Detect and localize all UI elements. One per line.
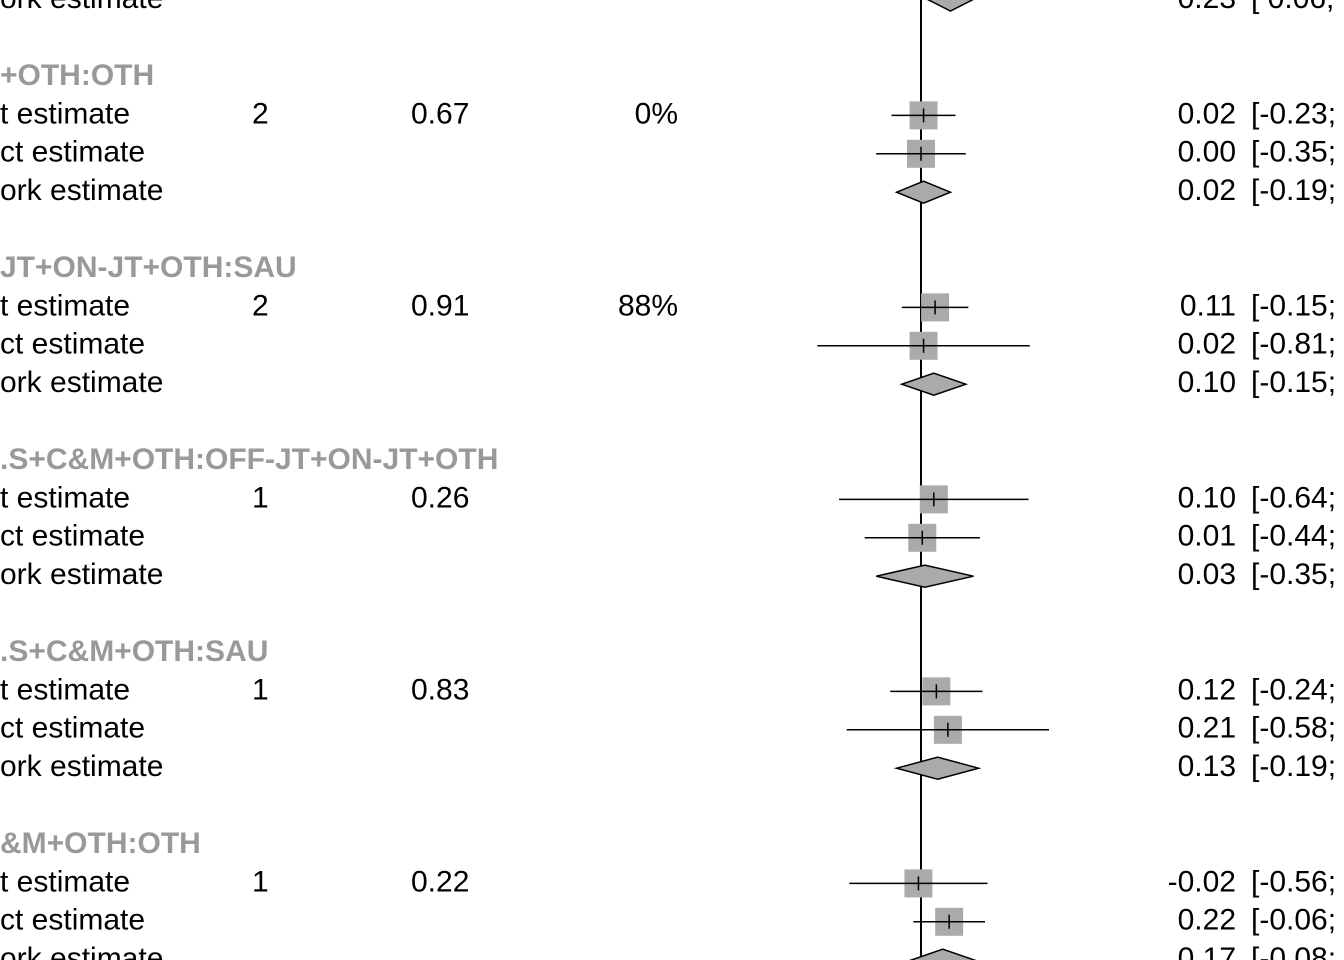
group-5-row-1-ci-value: [-0.56; — [1251, 865, 1336, 898]
group-5-k-value: 1 — [252, 865, 269, 898]
group-2-row-3-ci-value: [-0.15; — [1251, 366, 1336, 399]
group-2-row-3-estimate-value: 0.10 — [1178, 366, 1236, 399]
group-4-row-3-estimate-value: 0.13 — [1178, 750, 1236, 783]
group-2-row-3-label: ork estimate — [0, 366, 163, 399]
group-4-row-3-diamond — [893, 756, 982, 780]
group-4-p-value: 0.83 — [411, 673, 469, 706]
group-2-header: JT+ON-JT+OTH:SAU — [0, 251, 297, 284]
group-5-row-2-estimate-value: 0.22 — [1178, 904, 1236, 937]
group-2-row-1-ci-value: [-0.15; — [1251, 289, 1336, 322]
group-3-row-2-estimate-value: 0.01 — [1178, 520, 1236, 553]
group-5-row-2-ci-value: [-0.06; — [1251, 904, 1336, 937]
group-3-row-1-estimate-value: 0.10 — [1178, 481, 1236, 514]
group-4-row-1-ci-value: [-0.24; — [1251, 673, 1336, 706]
group-4-row-3-ci-value: [-0.19; — [1251, 750, 1336, 783]
group-1-k-value: 2 — [252, 97, 269, 130]
group-1-row-2-label: ct estimate — [0, 136, 145, 169]
group-3-p-value: 0.26 — [411, 481, 469, 514]
top-fragment-diamond — [927, 0, 974, 12]
group-2-row-2-label: ct estimate — [0, 328, 145, 361]
group-3-row-3-ci-value: [-0.35; — [1251, 558, 1336, 591]
group-3-row-3-label: ork estimate — [0, 558, 163, 591]
group-1-i2-value: 0% — [635, 97, 678, 130]
group-5-p-value: 0.22 — [411, 865, 469, 898]
group-1-row-1-ci-value: [-0.23; — [1251, 97, 1336, 130]
group-2-row-2-estimate-value: 0.02 — [1178, 328, 1236, 361]
group-4-row-2-ci-value: [-0.58; — [1251, 712, 1336, 745]
group-2-row-3-diamond — [899, 372, 969, 396]
group-4-row-2-estimate-value: 0.21 — [1178, 712, 1236, 745]
group-1-row-1-estimate-value: 0.02 — [1178, 97, 1236, 130]
group-1-row-3-label: ork estimate — [0, 174, 163, 207]
group-3-row-2-ci-value: [-0.44; — [1251, 520, 1336, 553]
group-5-row-3-label: ork estimate — [0, 942, 163, 960]
group-5-row-3-diamond — [909, 948, 977, 960]
group-3-row-3-diamond — [876, 564, 974, 588]
group-3-row-1-label: t estimate — [0, 481, 130, 514]
group-1-row-1-label: t estimate — [0, 97, 130, 130]
group-5-row-1-label: t estimate — [0, 865, 130, 898]
top-fragment-ci-value: [ 0.06; — [1251, 0, 1334, 15]
group-5-row-1-estimate-value: -0.02 — [1168, 865, 1236, 898]
group-3-header: .S+C&M+OTH:OFF-JT+ON-JT+OTH — [0, 443, 498, 476]
group-2-row-1-label: t estimate — [0, 289, 130, 322]
group-2-row-2-ci-value: [-0.81; — [1251, 328, 1336, 361]
top-fragment-label: ork estimate — [0, 0, 163, 15]
group-4-row-1-estimate-value: 0.12 — [1178, 673, 1236, 706]
group-3-k-value: 1 — [252, 481, 269, 514]
group-1-header: +OTH:OTH — [0, 59, 154, 92]
group-5-row-3-ci-value: [-0.08; — [1251, 942, 1336, 960]
group-4-header: .S+C&M+OTH:SAU — [0, 635, 268, 668]
group-1-row-3-estimate-value: 0.02 — [1178, 174, 1236, 207]
group-1-row-3-diamond — [894, 180, 953, 205]
group-4-row-3-label: ork estimate — [0, 750, 163, 783]
group-4-row-2-label: ct estimate — [0, 712, 145, 745]
group-1-row-3-ci-value: [-0.19; — [1251, 174, 1336, 207]
group-4-row-1-label: t estimate — [0, 673, 130, 706]
group-1-p-value: 0.67 — [411, 97, 469, 130]
group-5-row-3-estimate-value: 0.17 — [1178, 942, 1236, 960]
group-3-row-1-ci-value: [-0.64; — [1251, 481, 1336, 514]
group-1-row-2-ci-value: [-0.35; — [1251, 136, 1336, 169]
group-1-row-2-estimate-value: 0.00 — [1178, 136, 1236, 169]
group-3-row-3-estimate-value: 0.03 — [1178, 558, 1236, 591]
group-5-row-2-label: ct estimate — [0, 904, 145, 937]
group-2-row-1-estimate-value: 0.11 — [1180, 289, 1236, 322]
top-fragment-estimate-value: 0.23 — [1178, 0, 1236, 15]
group-2-p-value: 0.91 — [411, 289, 469, 322]
group-3-row-2-label: ct estimate — [0, 520, 145, 553]
group-5-header: &M+OTH:OTH — [0, 827, 201, 860]
group-2-i2-value: 88% — [618, 289, 678, 322]
group-2-k-value: 2 — [252, 289, 269, 322]
group-4-k-value: 1 — [252, 673, 269, 706]
